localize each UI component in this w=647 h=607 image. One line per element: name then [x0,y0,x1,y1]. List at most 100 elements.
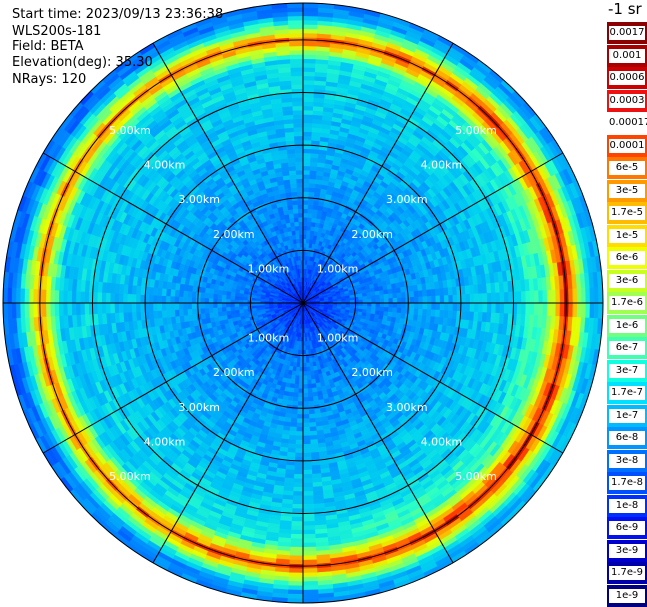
range-gate-cell [499,302,505,314]
range-gate-cell [447,310,454,319]
range-gate-cell [302,431,311,437]
range-gate-cell [580,287,587,304]
range-gate-cell [302,486,314,492]
range-gate-cell [311,213,318,219]
range-gate-cell [309,170,318,176]
range-gate-cell [473,293,479,304]
range-gate-cell [293,469,304,475]
range-gate-cell [302,546,317,552]
range-gate-cell [370,295,376,300]
range-gate-cell [448,294,454,304]
range-gate-cell [469,293,475,304]
range-gate-cell [409,302,415,310]
range-gate-cell [291,508,304,514]
range-gate-cell [294,452,304,458]
range-gate-cell [374,290,380,296]
range-gate-cell [296,414,304,419]
range-gate-cell [478,302,484,313]
range-gate-cell [371,298,377,304]
range-gate-cell [302,409,310,415]
range-gate-cell [296,422,304,428]
range-gate-cell [388,298,394,304]
range-gate-cell [465,302,471,312]
range-gate-cell [287,580,304,587]
range-gate-cell [302,473,313,479]
range-gate-cell [439,287,445,297]
range-gate-cell [542,290,548,304]
range-gate-cell [358,296,364,301]
range-gate-cell [288,430,297,436]
range-gate-cell [370,306,376,311]
range-gate-cell [306,375,312,381]
range-gate-cell [302,97,314,103]
range-gate-cell [589,302,595,319]
range-gate-cell [559,302,565,317]
range-gate-cell [309,439,319,445]
range-gate-cell [308,413,316,419]
range-gate-cell [302,396,309,402]
range-gate-cell [465,294,471,304]
range-gate-cell [383,307,389,313]
range-gate-cell [302,15,319,21]
range-gate-cell [495,292,501,304]
range-gate-cell [426,302,432,310]
range-gate-cell [302,11,319,17]
range-gate-cell [294,465,304,471]
range-gate-cell [308,182,316,189]
range-gate-cell [473,302,479,313]
range-gate-cell [426,296,432,304]
range-gate-cell [447,287,454,296]
range-gate-cell [371,302,377,308]
range-gate-cell [287,439,297,445]
range-gate-cell [302,418,310,424]
range-gate-cell [444,295,449,304]
range-gate-cell [302,580,319,587]
range-gate-cell [302,191,310,197]
range-gate-cell [289,546,304,552]
range-gate-cell [302,499,314,505]
range-gate-cell [311,387,318,393]
range-gate-cell [302,576,318,582]
range-gate-cell [444,302,449,311]
range-gate-cell [309,366,314,372]
range-gate-cell [521,291,527,304]
range-gate-cell [461,294,467,304]
range-gate-cell [287,443,296,449]
range-gate-cell [409,291,415,298]
range-gate-cell [491,292,497,304]
range-gate-cell [422,289,428,297]
range-gate-cell [387,288,393,295]
range-gate-cell [568,302,574,318]
range-gate-cell [302,217,308,222]
range-gate-cell [418,296,424,304]
range-gate-cell [302,79,315,85]
range-gate-cell [307,388,313,394]
range-gate-cell [294,379,300,385]
range-gate-cell [370,291,376,297]
range-gate-cell [302,521,315,527]
range-gate-cell [434,288,441,297]
range-gate-cell [392,297,398,304]
range-gate-cell [302,551,317,557]
range-gate-cell [546,302,552,317]
range-gate-cell [426,289,432,297]
range-gate-cell [439,302,445,311]
range-gate-cell [417,290,424,298]
range-gate-cell [309,434,318,441]
range-gate-cell [538,302,544,316]
range-gate-cell [302,58,316,64]
range-gate-cell [299,362,304,368]
range-gate-cell [469,302,475,313]
range-gate-cell [555,289,561,304]
range-gate-cell [287,593,304,599]
range-gate-cell [379,302,385,308]
range-gate-cell [302,392,309,398]
range-gate-cell [305,353,310,359]
range-gate-cell [302,28,318,34]
range-gate-cell [308,417,316,424]
range-gate-cell [486,302,492,314]
range-gate-cell [431,302,437,311]
range-gate-cell [353,296,359,301]
range-gate-cell [302,495,314,501]
range-gate-cell [302,362,307,368]
